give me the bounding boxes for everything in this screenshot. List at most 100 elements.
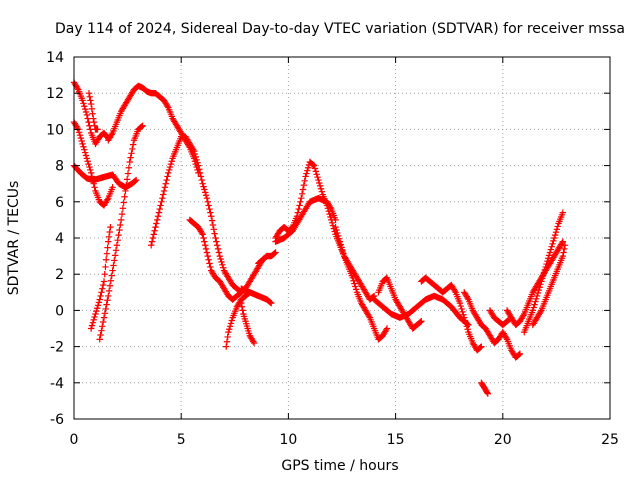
data-point xyxy=(304,167,311,174)
series-prn-t xyxy=(461,289,524,361)
x-axis-ticks: 0 5 10 15 20 25 xyxy=(70,57,619,448)
data-point xyxy=(214,242,221,249)
data-point xyxy=(96,296,103,303)
data-point xyxy=(298,194,305,202)
data-point xyxy=(550,237,557,245)
data-point xyxy=(93,305,101,312)
data-point xyxy=(88,322,96,329)
data-point xyxy=(82,152,90,159)
data-point xyxy=(515,351,523,358)
data-point xyxy=(89,319,97,326)
data-point xyxy=(536,284,543,291)
data-point xyxy=(268,299,275,307)
data-point xyxy=(223,338,231,345)
data-point xyxy=(87,169,95,177)
data-point xyxy=(147,242,155,249)
data-point xyxy=(333,226,340,234)
x-tick-label: 5 xyxy=(177,432,186,448)
data-point xyxy=(132,177,139,185)
data-point xyxy=(198,176,205,184)
data-point xyxy=(79,140,86,148)
data-point xyxy=(85,160,92,168)
data-point xyxy=(220,264,227,271)
data-point xyxy=(74,124,81,132)
data-point xyxy=(332,216,339,224)
data-point xyxy=(196,166,203,173)
data-point xyxy=(92,310,99,318)
data-point xyxy=(310,161,317,169)
data-point xyxy=(103,301,110,308)
data-point xyxy=(138,123,145,130)
data-point xyxy=(157,202,164,209)
y-tick-label: -6 xyxy=(50,412,64,428)
data-point xyxy=(204,252,211,260)
chart-title: Day 114 of 2024, Sidereal Day-to-day VTE… xyxy=(55,21,625,37)
data-point xyxy=(203,194,211,202)
data-point xyxy=(250,338,257,345)
data-point xyxy=(463,323,470,330)
data-point xyxy=(104,297,111,304)
data-point xyxy=(94,302,102,309)
data-point xyxy=(457,302,464,310)
y-tick-label: -4 xyxy=(50,376,64,392)
data-point xyxy=(151,227,158,234)
data-point xyxy=(551,234,558,242)
x-tick-label: 20 xyxy=(494,432,512,448)
data-point xyxy=(226,326,233,333)
data-point xyxy=(545,252,553,259)
data-point xyxy=(317,185,325,192)
series-prn-x xyxy=(521,209,567,336)
data-point xyxy=(207,209,214,216)
data-point xyxy=(194,159,201,166)
data-point xyxy=(109,267,116,274)
data-point xyxy=(85,90,93,97)
data-point xyxy=(458,305,465,313)
data-point xyxy=(190,147,198,155)
data-point xyxy=(530,304,537,311)
data-point xyxy=(75,129,83,136)
data-point xyxy=(93,307,100,315)
data-point xyxy=(191,150,199,158)
y-tick-label: 0 xyxy=(55,303,64,319)
data-point xyxy=(123,176,131,183)
data-point xyxy=(219,261,226,268)
data-point xyxy=(212,234,219,242)
series-prn-s xyxy=(418,274,485,354)
y-tick-label: 14 xyxy=(46,50,64,66)
data-point xyxy=(199,180,206,187)
data-point xyxy=(111,257,118,264)
data-point xyxy=(202,189,209,196)
data-point xyxy=(334,229,341,237)
data-point xyxy=(98,289,105,296)
data-point xyxy=(216,252,223,260)
data-point xyxy=(350,277,357,284)
x-tick-label: 0 xyxy=(70,432,79,448)
data-point xyxy=(91,313,98,321)
data-point xyxy=(117,221,124,229)
data-point xyxy=(201,238,208,245)
series-prn-g xyxy=(105,82,202,177)
data-point xyxy=(561,245,568,253)
data-point xyxy=(337,241,344,248)
data-point xyxy=(87,325,95,332)
data-point xyxy=(560,249,567,256)
data-point xyxy=(197,173,205,180)
data-point xyxy=(316,182,324,190)
data-point xyxy=(161,184,169,191)
grid-lines xyxy=(74,57,610,419)
data-point xyxy=(162,180,169,187)
data-point xyxy=(226,323,234,330)
data-point xyxy=(105,292,112,300)
data-point xyxy=(84,115,91,122)
data-point xyxy=(91,184,98,191)
data-points xyxy=(70,79,569,397)
data-point xyxy=(541,266,549,274)
data-point xyxy=(228,317,235,324)
data-point xyxy=(552,229,560,236)
series-prn-f xyxy=(96,122,146,343)
x-tick-label: 15 xyxy=(387,432,405,448)
data-point xyxy=(304,164,312,171)
data-point xyxy=(99,323,106,330)
data-point xyxy=(118,210,126,218)
series-prn-e xyxy=(87,223,114,332)
